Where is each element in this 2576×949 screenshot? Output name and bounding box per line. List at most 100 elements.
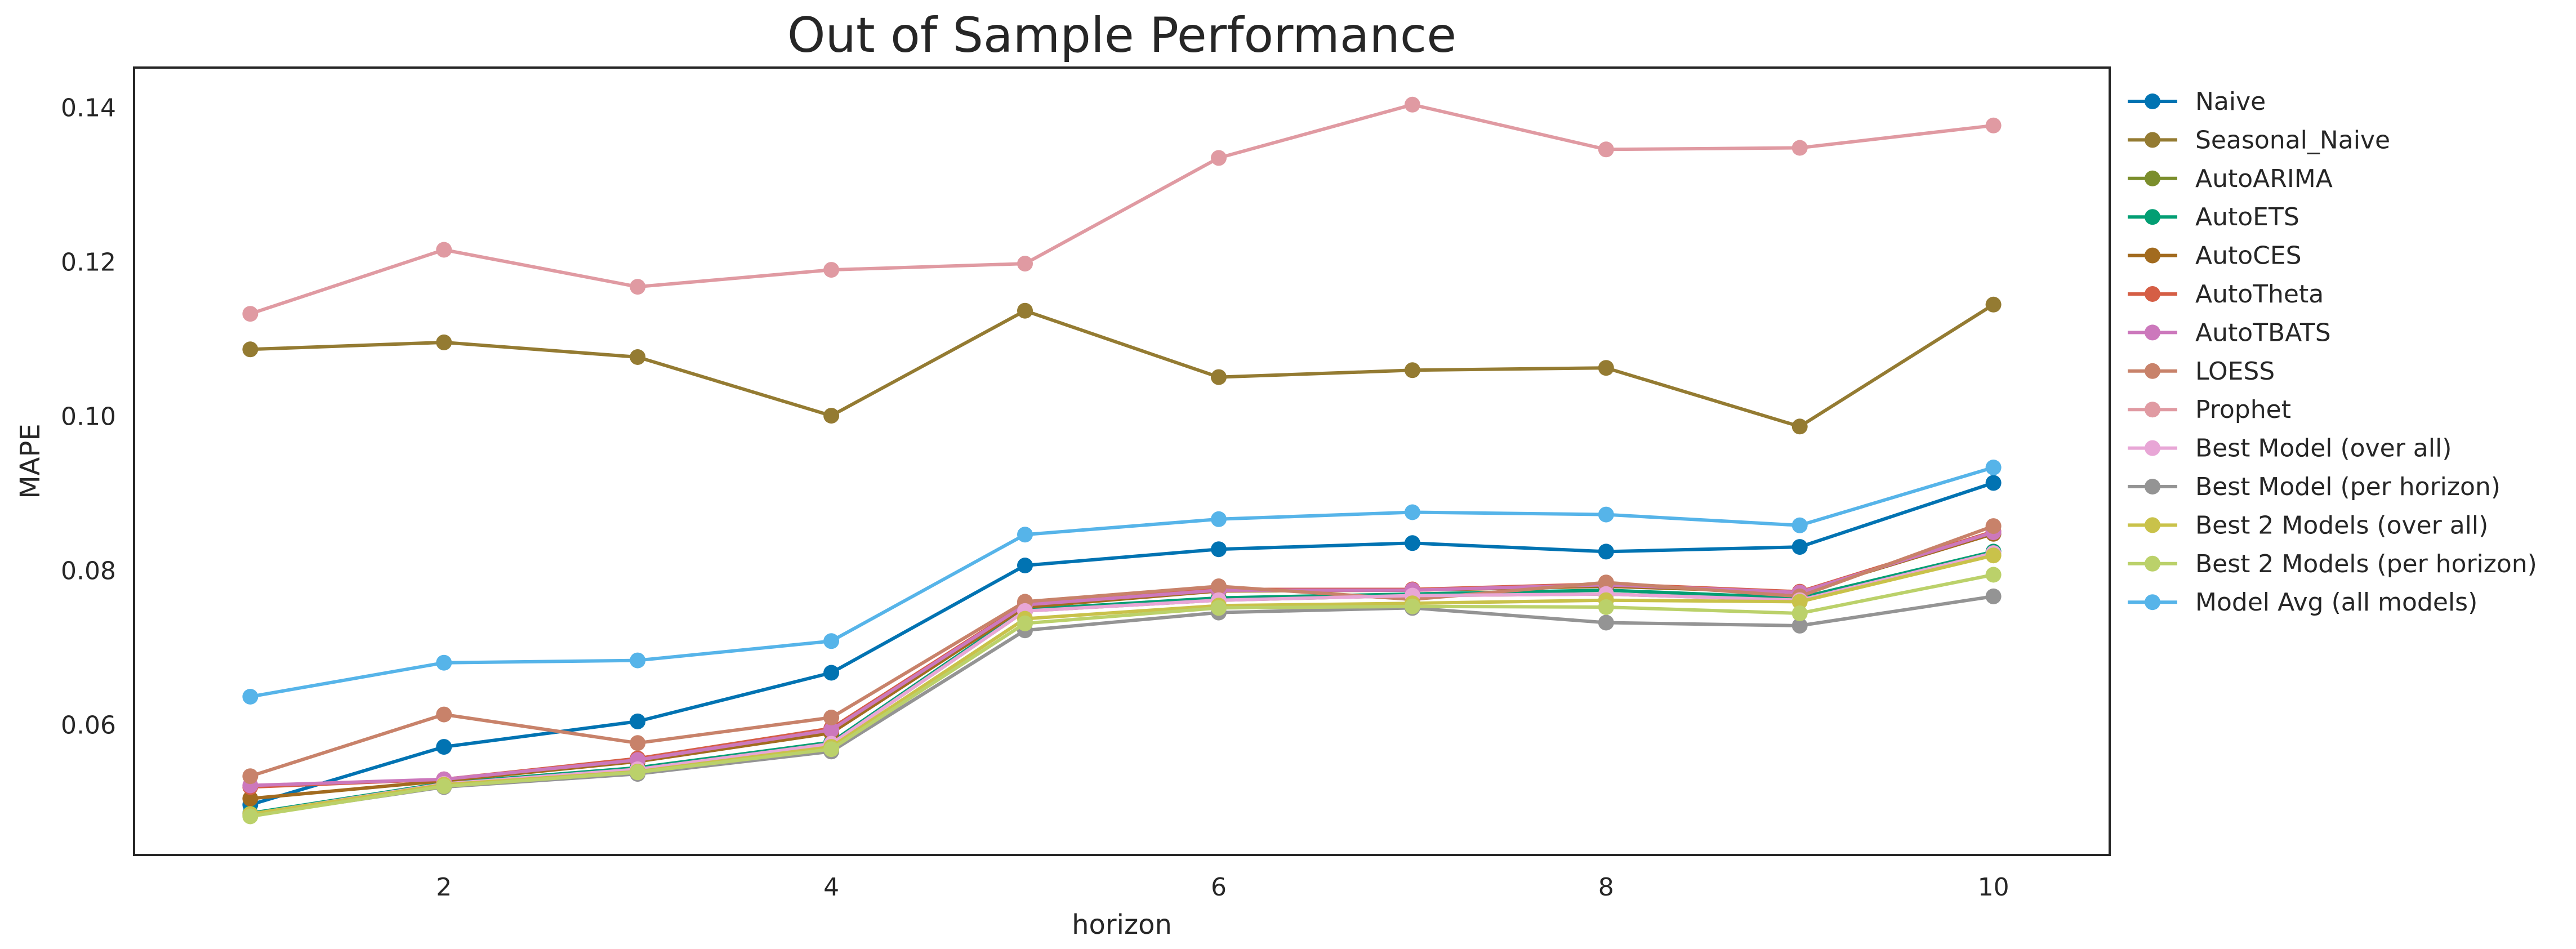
data-point	[1211, 150, 1227, 166]
legend-label: AutoCES	[2195, 242, 2302, 270]
data-point	[242, 808, 259, 825]
legend-label: Best 2 Models (over all)	[2195, 511, 2488, 540]
legend-label: Prophet	[2195, 395, 2291, 424]
x-tick-label: 10	[1978, 873, 2009, 902]
y-axis-ticks: 0.06 0.08 0.10 0.12 0.14	[61, 93, 116, 739]
data-point	[630, 764, 646, 781]
legend-item: AutoTBATS	[2128, 318, 2331, 347]
y-tick-label: 0.06	[61, 711, 116, 740]
data-point	[1985, 567, 2002, 583]
data-point	[630, 735, 646, 751]
data-point	[630, 279, 646, 295]
legend-item: Naive	[2128, 87, 2266, 116]
y-tick-label: 0.12	[61, 248, 116, 277]
data-point	[1985, 117, 2002, 133]
data-point	[1017, 615, 1033, 631]
x-tick-label: 2	[436, 873, 452, 902]
legend-label: AutoTheta	[2195, 280, 2324, 309]
legend: Naive Seasonal_Naive AutoARIMA AutoETS AutoC…	[2128, 87, 2537, 617]
chart-title: Out of Sample Performance	[787, 7, 1456, 64]
legend-label: AutoARIMA	[2195, 164, 2333, 193]
data-point	[1017, 558, 1033, 573]
legend-label: AutoETS	[2195, 203, 2299, 231]
series-line	[248, 103, 1995, 316]
y-tick-label: 0.08	[61, 557, 116, 586]
legend-item: AutoARIMA	[2128, 164, 2333, 193]
x-axis-label: horizon	[1072, 909, 1172, 941]
data-point	[1985, 460, 2002, 475]
plot-frame	[133, 66, 2111, 856]
data-point	[823, 408, 840, 424]
data-point	[436, 739, 452, 755]
data-point	[1791, 418, 1808, 435]
series-line	[248, 524, 1995, 778]
data-point	[630, 713, 646, 729]
series-group	[242, 460, 2002, 705]
legend-item: LOESS	[2128, 357, 2275, 386]
data-point	[1211, 511, 1227, 527]
x-axis-ticks: 2 4 6 8 10	[436, 873, 2009, 902]
data-point	[1985, 547, 2002, 564]
legend-swatch-marker	[2145, 517, 2160, 533]
legend-swatch-marker	[2145, 132, 2160, 148]
series-line	[248, 302, 1995, 429]
data-point	[1017, 302, 1033, 319]
x-tick-label: 4	[823, 873, 839, 902]
data-point	[1211, 600, 1227, 616]
legend-item: AutoTheta	[2128, 280, 2324, 309]
legend-item: AutoCES	[2128, 242, 2302, 270]
series-line	[248, 573, 1995, 818]
data-point	[1404, 96, 1420, 113]
data-point	[1404, 504, 1420, 520]
series-group	[242, 567, 2002, 825]
legend-label: Seasonal_Naive	[2195, 126, 2390, 154]
y-axis-label: MAPE	[15, 424, 46, 499]
series-group	[242, 96, 2002, 322]
legend-label: AutoTBATS	[2195, 318, 2331, 347]
legend-label: Model Avg (all models)	[2195, 588, 2477, 617]
y-tick-label: 0.10	[61, 403, 116, 431]
data-point	[1404, 598, 1420, 614]
series-line	[248, 481, 1995, 807]
data-point	[1598, 599, 1614, 615]
legend-swatch-marker	[2145, 594, 2160, 611]
data-point	[630, 652, 646, 669]
legend-swatch-marker	[2145, 402, 2160, 418]
legend-swatch-marker	[2145, 93, 2160, 109]
legend-item: Best 2 Models (over all)	[2128, 511, 2488, 540]
data-point	[242, 689, 259, 705]
data-point	[630, 349, 646, 365]
data-point	[823, 262, 840, 278]
data-point	[1985, 296, 2002, 313]
data-point	[1211, 369, 1227, 385]
legend-label: LOESS	[2195, 357, 2275, 386]
data-point	[436, 334, 452, 350]
data-point	[436, 778, 452, 794]
data-point	[823, 722, 840, 738]
data-point	[436, 242, 452, 258]
legend-swatch-marker	[2145, 555, 2160, 572]
legend-swatch-marker	[2145, 247, 2160, 264]
data-point	[1017, 256, 1033, 272]
data-point	[242, 306, 259, 322]
legend-item: Model Avg (all models)	[2128, 588, 2477, 617]
data-point	[1598, 574, 1614, 591]
legend-item: Prophet	[2128, 395, 2291, 424]
y-tick-label: 0.14	[61, 93, 116, 122]
data-point	[436, 706, 452, 723]
data-point	[1598, 360, 1614, 376]
data-point	[242, 768, 259, 785]
data-point	[823, 710, 840, 725]
legend-swatch-marker	[2145, 170, 2160, 186]
legend-label: Naive	[2195, 87, 2266, 116]
data-point	[1017, 527, 1033, 543]
legend-swatch-marker	[2145, 324, 2160, 341]
x-tick-label: 8	[1598, 873, 1614, 902]
legend-swatch-marker	[2145, 479, 2160, 494]
data-point	[436, 654, 452, 671]
data-point	[1985, 588, 2002, 604]
data-point	[1791, 517, 1808, 533]
data-point	[823, 633, 840, 649]
